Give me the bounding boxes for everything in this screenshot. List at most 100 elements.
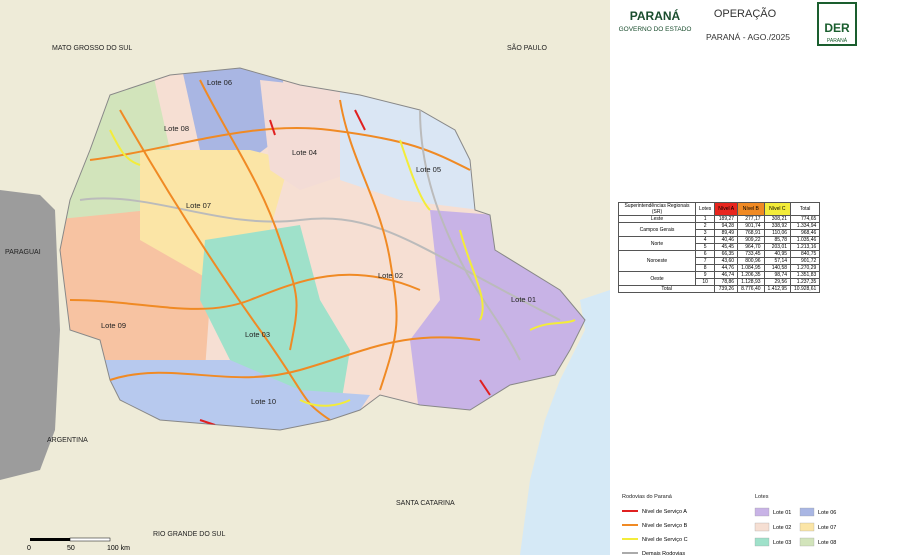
summary-table: Superintendências Regionais (SR) Lotes Nív… <box>617 202 821 293</box>
legend-label: Lote 03 <box>773 540 791 546</box>
table-cell: 4 <box>694 236 716 244</box>
label: MATO GROSSO DO SUL <box>52 45 132 52</box>
road <box>119 109 331 421</box>
road <box>109 336 481 381</box>
region <box>260 80 360 190</box>
der-logo-frame <box>817 2 857 46</box>
label: Lote 10 <box>251 397 276 406</box>
road <box>109 129 141 166</box>
table-cell: 78,86 <box>714 278 739 286</box>
table-row: 7 43,60 800,96 57,14 901,72 <box>619 257 821 265</box>
table-cell: 774,65 <box>790 215 821 223</box>
road <box>299 399 351 407</box>
table-row: Noroeste 6 66,35 733,45 40,95 840,75 <box>618 250 821 272</box>
road <box>479 379 491 396</box>
table-cell: 66,35 <box>714 250 739 258</box>
region <box>100 360 370 430</box>
label: Lote 07 <box>186 201 211 210</box>
table-cell: 277,17 <box>737 215 765 223</box>
logo-subtitle: GOVERNO DO ESTADO <box>619 26 692 33</box>
table-cell: 768,91 <box>737 229 765 237</box>
title: OPERAÇÃO <box>714 7 777 20</box>
table-row: Norte 4 40,46 909,22 85,78 1.035,46 <box>618 236 821 251</box>
header: PARANÁ GOVERNO DO ESTADO OPERAÇÃO PARANÁ… <box>619 2 857 46</box>
table-cell: 6 <box>694 250 716 258</box>
label: Lote 03 <box>245 330 270 339</box>
table-cell: 1 <box>694 215 716 223</box>
table-cell: 1.128,93 <box>737 278 765 286</box>
scale-bar: 0 50 100 km <box>27 537 130 552</box>
table-cell: 3 <box>694 229 716 237</box>
table-cell: 40,95 <box>763 250 792 258</box>
table-cell: 901,72 <box>790 257 821 265</box>
table-cell: 338,92 <box>763 222 792 230</box>
der-logo: DER <box>824 21 850 35</box>
table-cell: Total <box>790 202 821 216</box>
table-cell: 44,76 <box>714 264 739 272</box>
label: Lote 06 <box>207 78 232 87</box>
table-cell: 85,78 <box>763 236 792 244</box>
table-cell: 733,45 <box>737 250 765 258</box>
table-cell: Campos Gerais <box>618 222 696 237</box>
table-cell: 7 <box>694 257 716 265</box>
table-cell: 5 <box>694 243 716 251</box>
table-cell: 1.084,95 <box>737 264 765 272</box>
label: RIO GRANDE DO SUL <box>153 531 225 538</box>
legend-label: Lote 01 <box>773 510 791 516</box>
legend-title: Lotes <box>755 494 769 500</box>
table-cell: 8 <box>694 264 716 272</box>
table-cell: 739,26 <box>714 285 739 293</box>
table-cell: Nível A <box>714 202 739 216</box>
table-cell: 29,56 <box>763 278 792 286</box>
roads <box>69 79 576 426</box>
table-cell: 800,96 <box>737 257 765 265</box>
label: Lote 02 <box>378 271 403 280</box>
table-cell: 57,14 <box>763 257 792 265</box>
legend: Rodovias do Paraná Lotes <box>622 494 769 500</box>
table-cell: 901,74 <box>737 222 765 230</box>
legend-swatch <box>799 507 815 517</box>
table-cell: 43,60 <box>714 257 739 265</box>
legend-items: Nível de Serviço A Nível de Serviço B Níve… <box>622 507 836 555</box>
table-cell: 1.270,29 <box>790 264 821 272</box>
label: Lote 04 <box>292 148 317 157</box>
label: Lote 01 <box>511 295 536 304</box>
ocean <box>520 290 610 555</box>
road <box>69 273 421 310</box>
lote-labels: Lote 01 Lote 02 Lote 03 Lote 04 Lote 05 … <box>101 78 536 406</box>
road <box>399 139 431 211</box>
scale-label: 0 <box>27 545 31 552</box>
road <box>339 99 398 391</box>
table-cell: 98,74 <box>763 271 792 279</box>
table-cell: 9 <box>694 271 716 279</box>
table-cell: Nível B <box>737 202 765 216</box>
road <box>419 109 521 361</box>
legend-swatch <box>799 522 815 532</box>
table-cell: 10.928,61 <box>790 285 821 293</box>
table-cell: 2 <box>694 222 716 230</box>
road <box>79 197 561 321</box>
table-cell: 89,49 <box>714 229 739 237</box>
table-cell: 10 <box>694 278 716 286</box>
legend-label: Nível de Serviço A <box>642 509 687 515</box>
table-row: Oeste 9 46,74 1.206,35 98,74 1.351,83 <box>618 271 821 286</box>
scale-segment <box>69 537 111 542</box>
label: Lote 05 <box>416 165 441 174</box>
table-cell: 45,45 <box>714 243 739 251</box>
label: ARGENTINA <box>47 437 88 444</box>
table-cell: Total <box>617 285 716 293</box>
label: SANTA CATARINA <box>396 500 455 507</box>
table-cell: 1.412,95 <box>763 285 792 293</box>
road <box>269 119 276 136</box>
table-row: Total 739,26 8.776,40 1.412,95 10.928,61 <box>617 285 821 293</box>
table-cell: Noroeste <box>618 250 696 272</box>
table-cell: Superintendências Regionais (SR) <box>618 202 696 216</box>
table-cell: 8.776,40 <box>737 285 765 293</box>
table-cell: Norte <box>618 236 696 251</box>
legend-swatch <box>754 507 770 517</box>
scale-label: 50 <box>67 545 75 552</box>
label: PARAGUAI <box>5 249 41 256</box>
subtitle: PARANÁ - AGO./2025 <box>706 32 790 42</box>
table-cell: Oeste <box>618 271 696 286</box>
